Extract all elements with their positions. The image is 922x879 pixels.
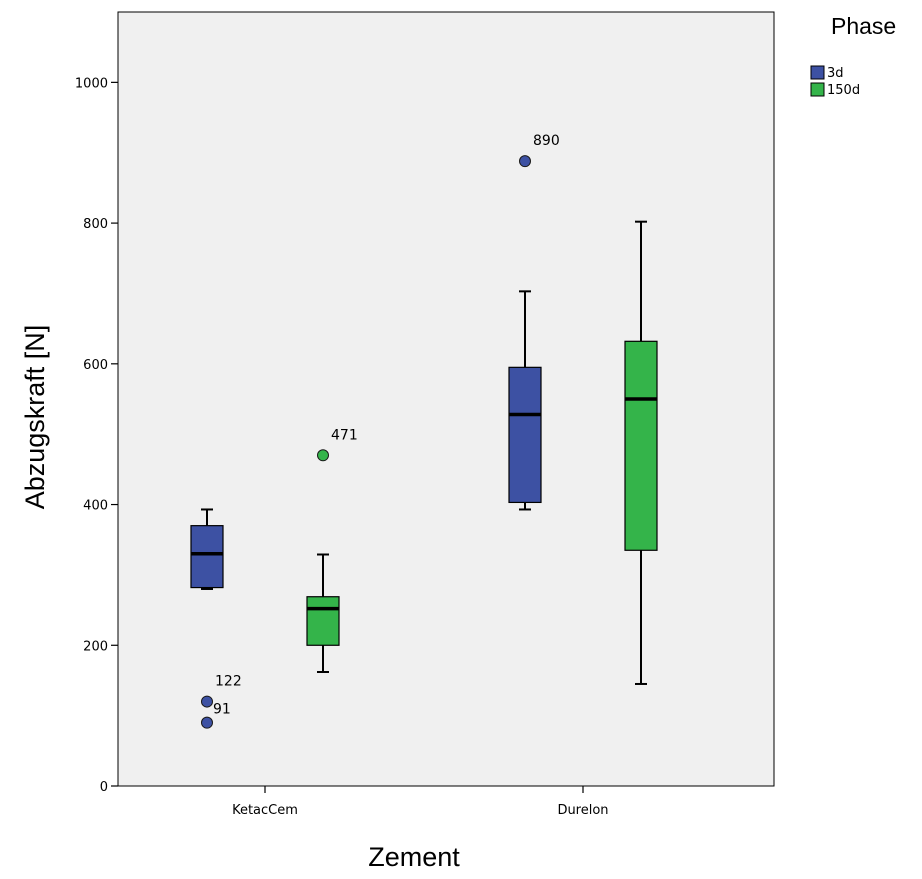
legend-label-3d: 3d — [827, 66, 844, 81]
outlier-label: 471 — [331, 427, 358, 443]
y-tick-label: 1000 — [75, 76, 108, 91]
legend-swatch-3d — [810, 65, 825, 80]
outlier-label: 122 — [215, 674, 242, 690]
x-tick-label: KetacCem — [232, 803, 298, 818]
box-3d-Durelon: 890 — [508, 133, 560, 511]
box-iqr — [190, 525, 224, 589]
boxes-layer: 122 91 890 471 — [190, 133, 658, 729]
box-iqr — [306, 596, 340, 646]
box-150d-Durelon — [624, 220, 658, 685]
outlier-label: 91 — [213, 702, 231, 718]
outlier-label: 890 — [533, 133, 560, 149]
y-tick-label: 600 — [83, 358, 108, 373]
box-iqr — [624, 340, 658, 551]
y-tick-label: 400 — [83, 499, 108, 514]
box-3d-KetacCem: 122 91 — [190, 508, 242, 729]
box-150d-KetacCem: 471 — [306, 427, 358, 674]
x-axis-title: Zement — [368, 842, 460, 872]
plot-area — [117, 11, 775, 787]
y-tick-label: 0 — [100, 780, 108, 795]
box-iqr — [508, 366, 542, 504]
outlier-point — [201, 716, 213, 729]
outlier-point — [519, 155, 531, 168]
legend-label-150d: 150d — [827, 83, 860, 98]
y-tick-label: 200 — [83, 639, 108, 654]
outlier-point — [201, 695, 213, 708]
x-tick-label: Durelon — [557, 803, 608, 818]
y-axis: 0 200 400 600 800 1000 — [75, 76, 118, 795]
y-axis-title: Abzugskraft [N] — [20, 325, 50, 510]
x-axis: KetacCem Durelon — [232, 786, 609, 818]
outlier-point — [317, 449, 329, 462]
legend-title: Phase — [831, 13, 896, 39]
legend: Phase 3d 150d — [810, 13, 896, 98]
y-tick-label: 800 — [83, 217, 108, 232]
legend-swatch-150d — [810, 82, 825, 97]
